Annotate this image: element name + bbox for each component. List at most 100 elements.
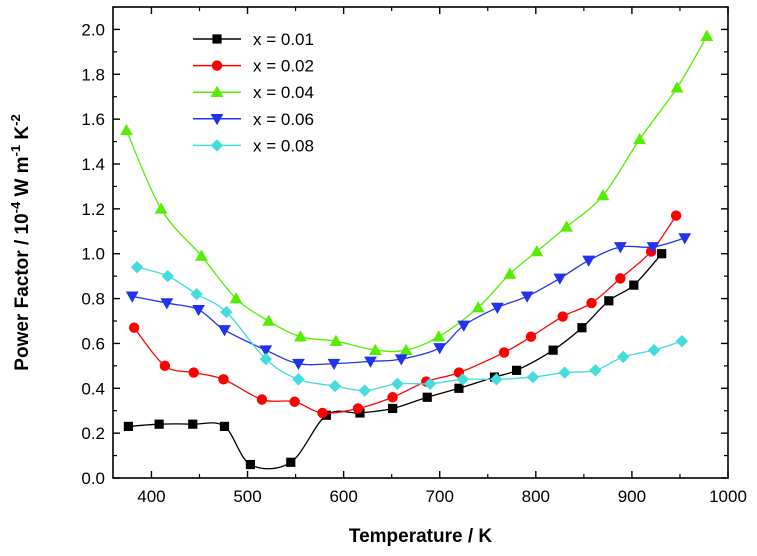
legend-item: x = 0.01 — [193, 30, 314, 49]
axes: 400 500 600 700 800 900 1000 0.0 0.2 0.4 0.6 0.8 1.0… — [81, 6, 747, 506]
data-point — [558, 366, 571, 379]
data-point — [245, 459, 256, 470]
data-point — [220, 305, 233, 319]
data-point — [123, 421, 133, 432]
data-point — [188, 419, 198, 429]
data-point — [596, 189, 610, 201]
y-tick-label: 0.0 — [81, 469, 105, 488]
y-tick-label: 0.6 — [81, 334, 105, 353]
series-3 — [120, 29, 714, 355]
data-point — [577, 323, 587, 333]
data-point — [154, 419, 164, 429]
data-point — [394, 354, 408, 366]
data-point — [160, 298, 174, 310]
data-point — [289, 396, 300, 407]
data-point — [454, 383, 464, 393]
data-point — [358, 384, 371, 397]
legend-marker — [211, 60, 223, 71]
legend-item: x = 0.08 — [193, 136, 314, 155]
x-axis-title: Temperature / K — [349, 526, 493, 547]
legend-item: x = 0.02 — [193, 57, 314, 76]
data-point — [130, 260, 144, 274]
data-point — [219, 421, 230, 432]
data-point — [557, 311, 568, 322]
data-point — [432, 330, 446, 342]
series-4 — [125, 233, 692, 371]
data-point — [503, 267, 517, 279]
data-point — [646, 242, 660, 254]
data-point — [586, 297, 597, 309]
data-point — [229, 292, 243, 304]
data-point — [256, 394, 268, 405]
data-point — [647, 343, 661, 357]
data-point — [364, 356, 377, 368]
data-point — [292, 373, 305, 386]
legend-marker — [210, 139, 224, 152]
x-tick-label: 900 — [618, 487, 646, 506]
y-tick-label: 0.8 — [81, 290, 105, 309]
data-point — [327, 358, 341, 371]
data-point — [328, 379, 342, 393]
y-tick-label: 0.2 — [81, 424, 105, 443]
legend-marker — [210, 114, 224, 126]
data-point — [530, 245, 544, 257]
data-point — [633, 132, 646, 145]
data-point — [391, 377, 404, 390]
data-point — [456, 373, 469, 386]
data-point — [387, 392, 398, 403]
data-point — [670, 210, 682, 221]
y-axis-title-exp-3: -2 — [8, 114, 23, 126]
legend-item: x = 0.04 — [193, 83, 314, 102]
legend-marker — [212, 34, 222, 44]
data-point — [188, 367, 199, 378]
data-point — [329, 334, 343, 346]
data-point — [259, 345, 273, 357]
y-axis-title-mid-2: K — [12, 126, 33, 145]
data-point — [154, 202, 168, 214]
legend-item: x = 0.06 — [193, 110, 314, 129]
data-point — [293, 330, 307, 342]
data-point — [159, 360, 171, 372]
x-tick-label: 700 — [426, 487, 454, 506]
data-point — [657, 249, 667, 259]
data-point — [120, 123, 133, 136]
data-point — [218, 325, 231, 337]
legend: x = 0.01 x = 0.02 x = 0.04 x = 0.06 x = 0.08 — [193, 30, 314, 155]
x-tick-label: 500 — [233, 487, 261, 506]
legend-label: x = 0.08 — [253, 136, 314, 155]
series-line — [125, 35, 708, 353]
data-point — [553, 273, 567, 285]
y-tick-label: 0.4 — [81, 379, 105, 398]
data-point — [526, 370, 540, 384]
data-point — [520, 291, 534, 303]
data-point — [423, 377, 437, 390]
data-point — [192, 304, 205, 317]
y-axis-title-mid-1: W m — [12, 156, 33, 201]
data-point — [670, 81, 684, 93]
series-5 — [130, 260, 689, 397]
data-point — [700, 29, 714, 41]
data-point — [399, 343, 413, 355]
data-point — [525, 331, 537, 342]
y-axis-title-exp-2: -1 — [8, 145, 23, 157]
data-point — [471, 301, 485, 313]
legend-label: x = 0.06 — [253, 110, 314, 129]
data-point — [190, 287, 203, 301]
x-tick-label: 400 — [137, 487, 165, 506]
legend-label: x = 0.02 — [253, 57, 314, 76]
data-point — [128, 322, 140, 333]
y-tick-label: 1.8 — [81, 65, 105, 84]
data-point — [161, 269, 174, 283]
data-point — [125, 291, 139, 303]
data-point — [388, 403, 398, 414]
data-point — [678, 233, 692, 245]
data-point — [617, 350, 630, 364]
data-point — [292, 358, 305, 371]
data-point — [498, 347, 510, 358]
series-1 — [123, 249, 667, 470]
data-point — [582, 255, 596, 267]
legend-label: x = 0.01 — [253, 30, 314, 49]
data-point — [457, 320, 471, 332]
x-tick-label: 1000 — [709, 487, 747, 506]
